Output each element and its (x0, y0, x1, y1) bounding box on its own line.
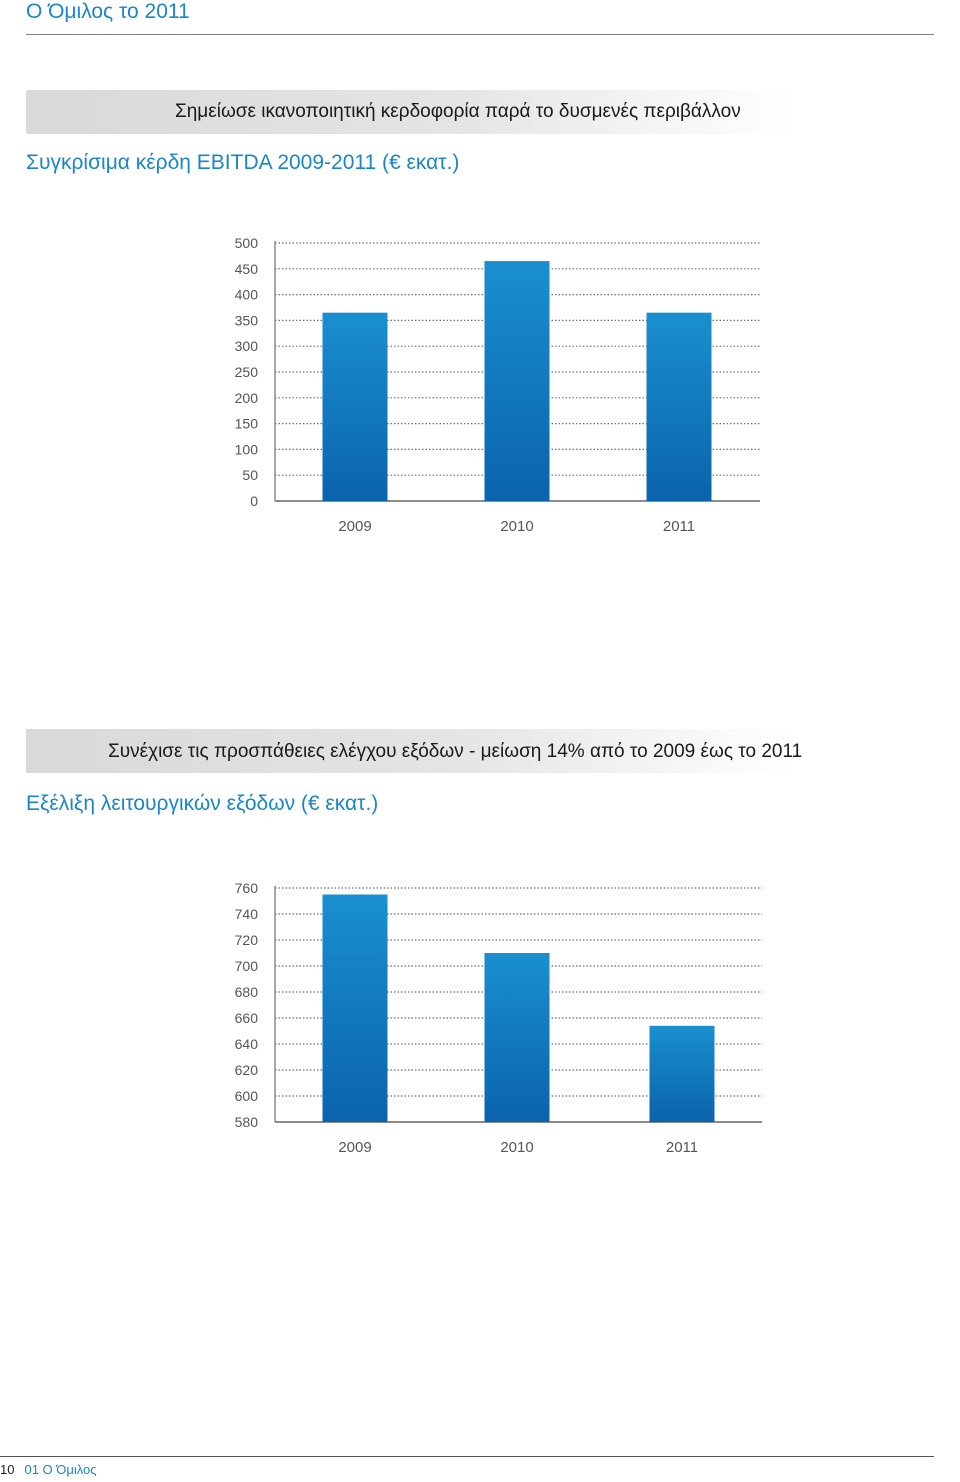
chart2-y-tick-label: 700 (235, 958, 259, 974)
page-number: 10 (0, 1462, 15, 1477)
page-title: Ο Όμιλος το 2011 (26, 0, 190, 23)
chart2-x-category-label: 2010 (500, 1139, 533, 1156)
chart2-title: Εξέλιξη λειτουργικών εξόδων (€ εκατ.) (26, 792, 379, 815)
chart2-y-tick-label: 720 (235, 932, 259, 948)
chart2-operating-expenses: 760 740 720 700 680 660 640 620 600 580 2009 2010 20… (235, 880, 762, 1156)
chart2-x-category-label: 2011 (666, 1139, 698, 1156)
chart2-x-category-label: 2009 (338, 1139, 371, 1156)
footer: 10 01 Ο Όμιλος (0, 1462, 97, 1477)
chart1-y-tick-label: 500 (235, 235, 259, 251)
section2-banner-text: Συνέχισε τις προσπάθειες ελέγχου εξόδων … (108, 741, 803, 762)
chart1-y-tick-label: 200 (235, 390, 259, 406)
chart1-x-category-label: 2011 (663, 518, 695, 535)
chart2-y-tick-label: 580 (235, 1114, 259, 1130)
chart1-y-tick-label: 150 (235, 416, 259, 432)
chart1-y-tick-label: 400 (235, 287, 259, 303)
chart1-y-tick-label: 250 (235, 364, 259, 380)
chart2-y-tick-label: 640 (235, 1036, 259, 1052)
footer-section-label: 01 Ο Όμιλος (24, 1462, 97, 1477)
chart2-y-tick-label: 660 (235, 1010, 259, 1026)
chart1-title: Συγκρίσιμα κέρδη EBITDA 2009-2011 (€ εκα… (26, 151, 460, 174)
chart1-y-tick-label: 350 (235, 312, 259, 328)
chart2-bar-2009 (322, 894, 388, 1122)
chart2-bar-2010 (484, 953, 550, 1122)
chart1-y-tick-label: 450 (235, 261, 259, 277)
footer-rule (0, 1456, 934, 1457)
chart2-y-tick-label: 600 (235, 1088, 259, 1104)
chart1-y-tick-label: 50 (242, 467, 258, 483)
chart2-y-tick-label: 620 (235, 1062, 259, 1078)
chart1-bar-2010 (484, 261, 550, 501)
section2-banner (26, 729, 791, 773)
chart1-y-tick-label: 100 (235, 441, 259, 457)
chart1-y-tick-label: 300 (235, 338, 259, 354)
section1-banner (26, 90, 791, 134)
chart2-bar-2011 (649, 1025, 715, 1122)
chart2-y-tick-label: 680 (235, 984, 259, 1000)
chart1-bar-2009 (322, 312, 388, 501)
chart1-x-category-label: 2010 (500, 518, 533, 535)
chart1-x-category-label: 2009 (338, 518, 371, 535)
chart1-y-tick-label: 0 (250, 493, 258, 509)
header-rule (26, 34, 934, 35)
chart1-bar-2011 (646, 312, 712, 501)
chart2-y-tick-label: 740 (235, 906, 259, 922)
chart2-y-tick-label: 760 (235, 880, 259, 896)
section1-banner-text: Σημείωσε ικανοποιητική κερδοφορία παρά τ… (175, 101, 741, 122)
